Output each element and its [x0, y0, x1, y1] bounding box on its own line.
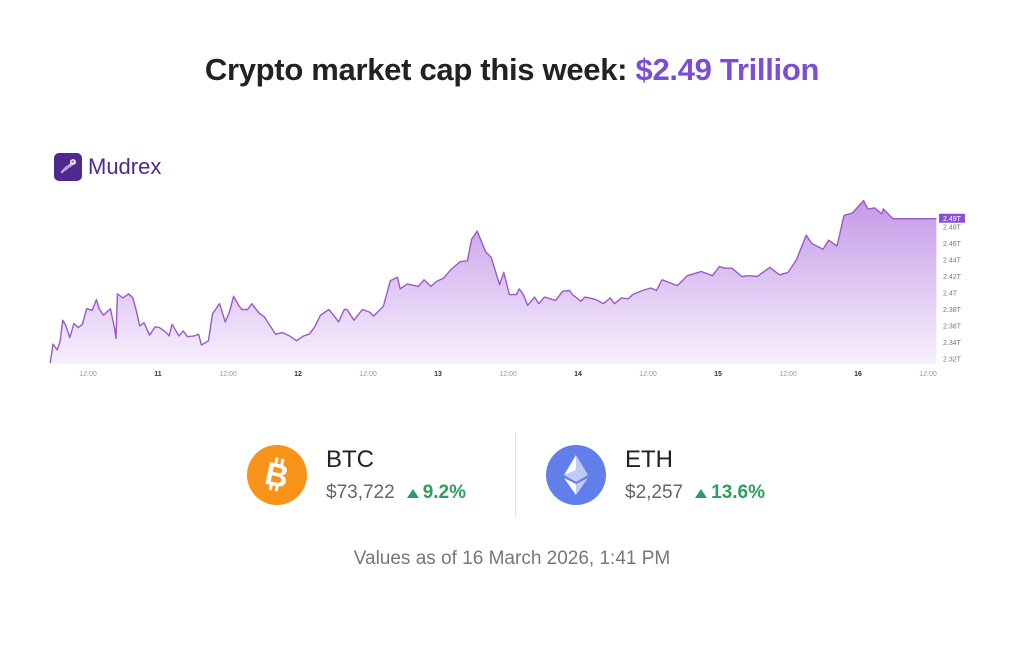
coin-divider	[515, 433, 516, 518]
y-axis: 2.32T 2.34T 2.36T 2.38T 2.4T 2.42T 2.44T 2.46T 2…	[943, 225, 962, 364]
coin-change: 9.2%	[401, 482, 466, 504]
timestamp-note: Values as of 16 March 2026, 1:41 PM	[353, 548, 671, 569]
coin-change-value: 9.2%	[422, 482, 466, 503]
x-tick-label: 12	[294, 371, 302, 378]
coin-change-value: 13.6%	[711, 482, 765, 503]
svg-text:2.49T: 2.49T	[943, 216, 962, 223]
coin-price: $2,257	[625, 482, 684, 503]
y-tick-label: 2.32T	[943, 357, 962, 364]
ethereum-icon	[546, 445, 606, 505]
coin-change: 13.6%	[689, 482, 765, 504]
coin-price: $73,722	[326, 482, 395, 503]
x-tick-label: 12:00	[779, 371, 797, 378]
x-axis: 12:00 11 12:00 12 12:00 13 12:00 14 12:00 15 12:00…	[79, 371, 937, 378]
y-tick-label: 2.44T	[943, 258, 962, 265]
x-tick-label: 12:00	[79, 371, 97, 378]
y-tick-label: 2.46T	[943, 241, 962, 248]
x-tick-label: 14	[574, 371, 582, 378]
title-prefix: Crypto market cap this week:	[204, 52, 636, 87]
x-tick-label: 12:00	[919, 371, 937, 378]
chart-line	[49, 199, 937, 364]
y-tick-label: 2.42T	[943, 274, 962, 281]
current-value-tag: 2.49T	[939, 213, 965, 223]
coin-card-eth: ETH $2,257 13.6%	[546, 445, 765, 505]
coin-card-btc: B BTC $73,722 9.2%	[247, 445, 466, 505]
x-tick-label: 12:00	[639, 371, 657, 378]
y-tick-label: 2.34T	[943, 340, 962, 347]
mudrex-logo-icon	[54, 153, 82, 181]
bitcoin-icon: B	[247, 445, 307, 505]
x-tick-label: 11	[154, 371, 162, 378]
brand: Mudrex	[54, 153, 161, 181]
x-tick-label: 12:00	[219, 371, 237, 378]
page-title: Crypto market cap this week: $2.49 Trill…	[0, 52, 1024, 88]
x-tick-label: 16	[854, 371, 862, 378]
coin-symbol: ETH	[625, 446, 673, 473]
x-tick-label: 15	[714, 371, 722, 378]
y-tick-label: 2.4T	[943, 291, 958, 298]
market-cap-chart: 2.32T 2.34T 2.36T 2.38T 2.4T 2.42T 2.44T 2.46T 2…	[49, 199, 965, 378]
chart-area	[50, 200, 937, 364]
up-triangle-icon	[406, 488, 419, 498]
coin-symbol: BTC	[326, 446, 374, 473]
x-tick-label: 12:00	[499, 371, 517, 378]
y-tick-label: 2.48T	[943, 225, 962, 232]
x-tick-label: 13	[434, 371, 442, 378]
y-tick-label: 2.36T	[943, 324, 962, 331]
brand-name: Mudrex	[88, 154, 162, 179]
up-triangle-icon	[695, 488, 708, 498]
market-cap-value: $2.49 Trillion	[635, 52, 820, 87]
y-tick-label: 2.38T	[943, 307, 962, 314]
x-tick-label: 12:00	[359, 371, 377, 378]
